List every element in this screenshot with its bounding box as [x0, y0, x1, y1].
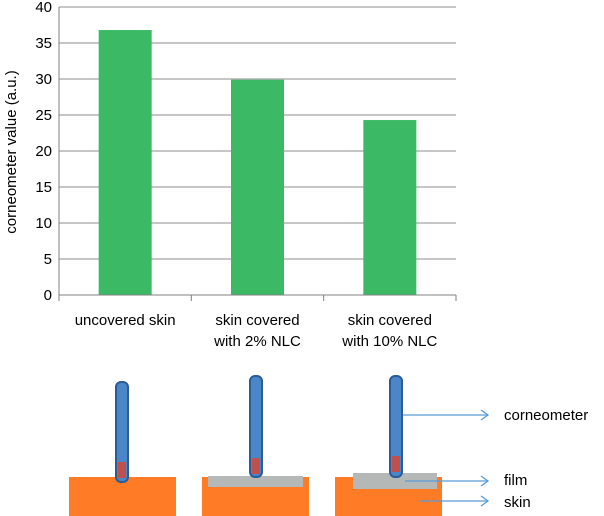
bar-2	[231, 79, 284, 295]
label-film: film	[504, 472, 527, 489]
bar-3	[363, 120, 417, 295]
bar-1	[98, 30, 152, 295]
category-labels: uncovered skin skin covered with 2% NLC ski…	[75, 312, 438, 350]
y-tick-label: 25	[35, 107, 52, 124]
y-tick-label: 5	[44, 251, 52, 268]
y-tick-label: 20	[35, 143, 52, 160]
category-label: uncovered skin	[75, 312, 176, 329]
label-corneometer: corneometer	[504, 407, 588, 424]
skin-block-uncovered	[69, 477, 176, 516]
film-2pct	[208, 476, 303, 487]
category-label: skin covered	[348, 312, 432, 329]
arrow-film	[405, 475, 490, 487]
corneometer-probe-3	[389, 375, 403, 478]
y-tick-label: 10	[35, 215, 52, 232]
y-tick-label: 0	[44, 287, 52, 304]
arrow-corneometer	[403, 409, 490, 421]
y-axis-label: corneometer value (a.u.)	[3, 70, 20, 233]
category-label: with 10% NLC	[341, 333, 437, 350]
bars	[98, 30, 417, 295]
y-tick-labels: 0 5 10 15 20 25 30 35 40	[35, 0, 52, 304]
film-10pct	[353, 473, 437, 489]
y-tick-label: 35	[35, 35, 52, 52]
category-label: with 2% NLC	[213, 333, 301, 350]
arrow-skin	[420, 495, 490, 507]
corneometer-probe-2	[249, 375, 263, 478]
category-label: skin covered	[215, 312, 299, 329]
y-tick-label: 40	[35, 0, 52, 16]
y-tick-label: 15	[35, 179, 52, 196]
measurement-diagram: corneometer film skin	[69, 375, 588, 516]
bar-chart: 0 5 10 15 20 25 30 35 40 uncovered skin skin cove…	[3, 0, 457, 350]
label-skin: skin	[504, 494, 531, 511]
y-tick-label: 30	[35, 71, 52, 88]
corneometer-probe-1	[115, 381, 129, 483]
